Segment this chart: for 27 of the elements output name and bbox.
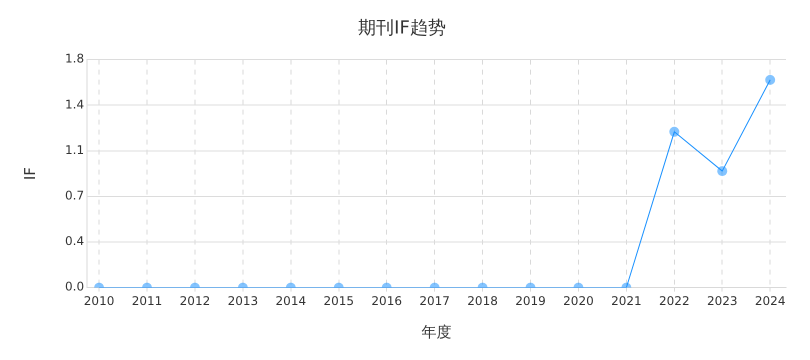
x-tick-label: 2010 [84,294,114,308]
y-tick-label: 0.4 [64,234,84,248]
point [765,74,776,85]
x-tick-label: 2020 [563,294,594,308]
y-tick-label: 1.1 [64,142,84,157]
point [669,126,680,137]
y-tick-label: 1.4 [64,97,84,112]
x-tick-label: 2022 [659,294,690,308]
x-tick-label: 2017 [419,294,450,308]
x-tick-label: 2018 [467,294,498,308]
y-tick-label: 0.7 [64,188,84,203]
x-tick-label: 2014 [276,294,306,308]
x-axis-title: 年度 [422,322,452,341]
y-axis-title: IF [20,167,39,180]
x-tick-label: 2019 [515,294,546,308]
x-tick-label: 2012 [180,294,210,308]
x-tick-label: 2023 [706,294,738,308]
x-tick-label: 2013 [228,294,258,308]
x-tick-label: 2024 [754,294,786,308]
x-tick-label: 2016 [371,294,402,308]
y-tick-label: 0.0 [64,280,84,294]
point [717,166,728,176]
x-tick-label: 2015 [323,294,354,308]
x-tick-label: 2011 [132,294,162,308]
chart-title: 期刊IF趋势 [358,17,446,38]
x-tick-label: 2021 [611,294,642,308]
y-tick-label: 1.8 [64,52,84,66]
